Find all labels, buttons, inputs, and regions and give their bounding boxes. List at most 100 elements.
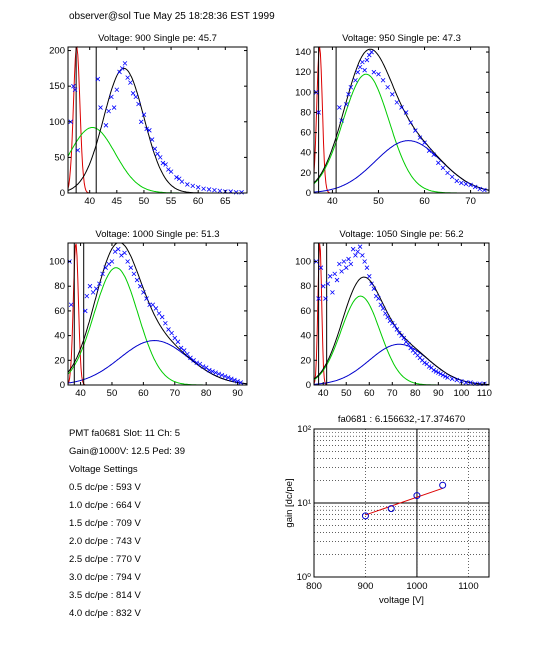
data-point <box>459 180 464 186</box>
y-tick-label: 60 <box>300 128 311 139</box>
data-point <box>71 83 76 89</box>
info-line: 1.5 dc/pe : 709 V <box>69 518 141 529</box>
y-tick-label: 200 <box>49 46 65 57</box>
fit-curve <box>313 48 490 191</box>
x-tick-label: 70 <box>169 388 180 399</box>
data-point <box>136 101 141 107</box>
data-point <box>339 118 344 123</box>
data-point <box>399 105 404 110</box>
data-point <box>353 77 358 83</box>
info-line: 3.5 dc/pe : 814 V <box>69 590 141 601</box>
data-point <box>376 71 381 77</box>
x-tick-label: 50 <box>373 196 384 207</box>
y-tick-label: 60 <box>300 306 311 317</box>
data-point <box>97 281 102 287</box>
x-tick-label: 90 <box>232 388 243 399</box>
data-point <box>149 137 155 142</box>
single-pe-curve <box>67 127 247 194</box>
data-point <box>114 87 120 93</box>
data-point <box>337 105 342 110</box>
data-point <box>188 355 193 361</box>
data-point <box>147 128 152 133</box>
info-line: 0.5 dc/pe : 593 V <box>69 482 141 493</box>
data-point <box>169 330 174 336</box>
x-tick-label: 80 <box>410 388 421 399</box>
data-point <box>75 147 81 153</box>
data-point <box>346 256 351 262</box>
panel-title: Voltage: 950 Single pe: 47.3 <box>342 33 461 44</box>
pedestal-curve <box>313 46 489 194</box>
data-point <box>190 183 196 189</box>
x-tick-label: 100 <box>453 388 469 399</box>
data-point <box>141 112 147 117</box>
x-tick-label: 50 <box>107 388 118 399</box>
data-point <box>355 249 361 254</box>
data-point <box>394 327 400 332</box>
y-tick-label: 100 <box>49 117 65 128</box>
data-point <box>217 188 223 194</box>
y-tick-label: 100 <box>295 257 311 268</box>
y-tick-label: 100 <box>49 257 65 268</box>
data-point <box>343 102 349 107</box>
data-point <box>207 367 212 373</box>
data-point <box>426 364 432 369</box>
data-point <box>175 339 181 345</box>
fit-curve <box>67 67 247 194</box>
data-point <box>191 358 196 363</box>
y-tick-label: 40 <box>54 331 65 342</box>
axes-box <box>313 428 490 578</box>
data-point <box>380 306 386 311</box>
histogram-panel-3: Voltage: 1000 Single pe: 51.3 40 50 60 70 80 9… <box>49 229 248 399</box>
data-point <box>131 271 137 277</box>
data-point <box>403 110 409 115</box>
data-point <box>232 377 237 383</box>
data-point <box>134 277 140 283</box>
x-tick-label: 60 <box>193 196 204 207</box>
data-point <box>128 80 133 85</box>
x-tick-label: 60 <box>138 388 149 399</box>
data-point <box>185 351 190 357</box>
data-point <box>341 259 347 264</box>
data-point <box>122 250 127 256</box>
data-point <box>122 61 128 66</box>
data-point <box>362 67 367 73</box>
data-point <box>166 327 171 332</box>
data-point <box>100 271 105 277</box>
info-line: Gain@1000V: 12.5 Ped: 39 <box>69 446 185 457</box>
data-point <box>318 265 324 270</box>
data-point <box>332 271 338 277</box>
data-point <box>436 160 441 166</box>
y-tick-label: 100 <box>295 87 311 98</box>
x-tick-label: 65 <box>220 196 231 207</box>
data-point <box>84 293 90 299</box>
panel-title: Voltage: 900 Single pe: 45.7 <box>98 33 217 44</box>
data-point <box>82 308 88 314</box>
data-point <box>206 187 212 192</box>
data-point <box>334 277 340 283</box>
gain-point <box>361 512 369 520</box>
data-point <box>472 184 478 190</box>
y-tick-label: 10¹ <box>297 498 311 509</box>
data-point <box>157 155 163 160</box>
gain-point <box>387 505 395 513</box>
data-point <box>454 377 460 383</box>
data-point <box>392 323 397 329</box>
data-point <box>454 178 460 184</box>
data-point <box>449 376 455 382</box>
fit-curve <box>313 276 489 385</box>
data-point <box>357 244 363 249</box>
y-tick-label: 40 <box>300 148 311 159</box>
data-point <box>72 87 78 93</box>
data-point <box>408 120 413 125</box>
data-point <box>212 187 217 193</box>
info-line: PMT fa0681 Slot: 11 Ch: 5 <box>69 428 181 439</box>
data-point <box>172 335 178 341</box>
data-point <box>103 265 108 270</box>
y-tick-label: 0 <box>60 188 65 199</box>
y-tick-label: 20 <box>54 355 65 366</box>
data-point <box>163 162 168 167</box>
single-pe-curve <box>313 295 489 386</box>
data-point <box>119 253 124 258</box>
data-point <box>463 181 469 187</box>
y-tick-label: 150 <box>49 81 65 92</box>
